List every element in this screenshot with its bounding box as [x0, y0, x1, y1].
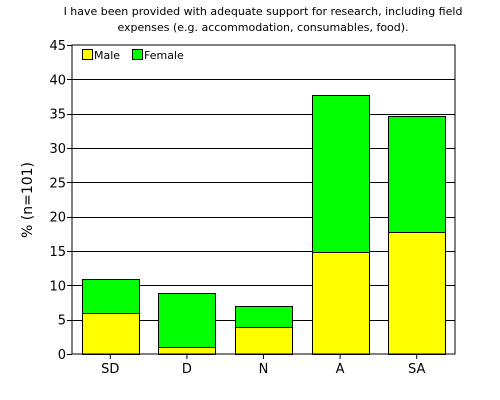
bar-female-n — [235, 306, 293, 328]
bar-male-sa — [388, 232, 446, 355]
x-category-label: D — [182, 362, 192, 377]
y-tick-label: 5 — [58, 314, 66, 329]
y-tick-label: 10 — [49, 279, 66, 294]
x-category-label: N — [259, 362, 269, 377]
chart-title-line-1: I have been provided with adequate suppo… — [64, 5, 463, 18]
bar-female-sd — [82, 279, 140, 314]
bar-female-a — [312, 95, 370, 253]
bar-male-d — [158, 347, 216, 355]
y-axis-title: % (n=101) — [20, 162, 36, 238]
bar-female-sa — [388, 116, 446, 233]
y-tick-label: 20 — [49, 211, 66, 226]
bar-male-sd — [82, 313, 140, 355]
chart-title-line-2: expenses (e.g. accommodation, consumable… — [117, 21, 408, 34]
x-category-label: A — [336, 362, 345, 377]
y-axis-ticks: 0 5 10 15 20 25 30 35 40 45 — [49, 39, 72, 363]
legend-label-female: Female — [144, 49, 184, 62]
legend: Male Female — [82, 49, 184, 62]
x-axis-labels: SD D N A SA — [101, 354, 425, 377]
bar-male-n — [235, 327, 293, 355]
legend-swatch-female — [132, 49, 143, 60]
x-category-label: SD — [101, 362, 119, 377]
y-tick-label: 35 — [49, 108, 66, 123]
y-tick-label: 15 — [49, 245, 66, 260]
y-tick-label: 30 — [49, 142, 66, 157]
y-tick-label: 25 — [49, 176, 66, 191]
bars — [82, 95, 446, 355]
y-tick-label: 45 — [49, 39, 66, 54]
legend-label-male: Male — [94, 49, 120, 62]
bar-male-a — [312, 252, 370, 355]
legend-swatch-male — [82, 49, 93, 60]
y-tick-label: 0 — [58, 348, 66, 363]
bar-female-d — [158, 293, 216, 348]
x-category-label: SA — [408, 362, 425, 377]
y-tick-label: 40 — [49, 73, 66, 88]
